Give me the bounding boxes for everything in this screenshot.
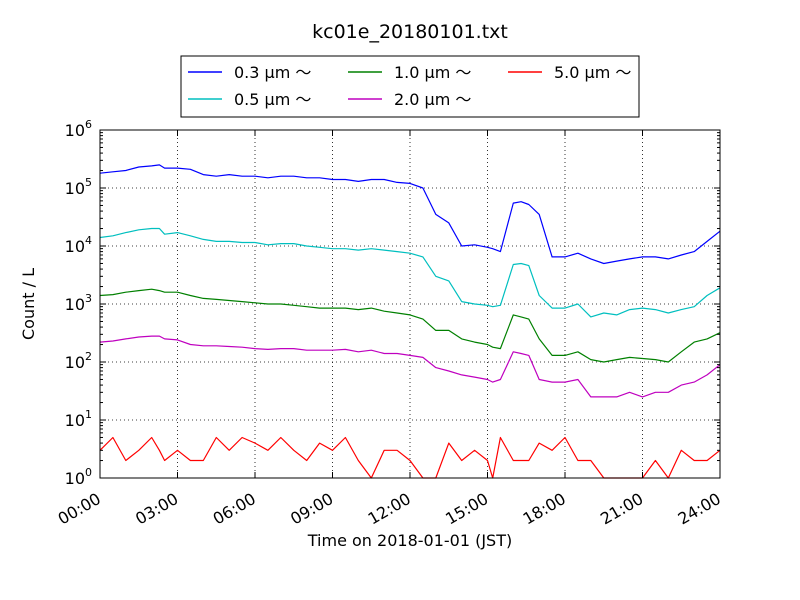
y-axis-label: Count / L bbox=[19, 268, 38, 340]
chart-title: kc01e_20180101.txt bbox=[312, 21, 508, 43]
y-tick-label: 102 bbox=[65, 350, 92, 372]
series-line-2 bbox=[99, 227, 721, 318]
y-tick-label: 105 bbox=[65, 176, 92, 198]
legend-label: 5.0 μm ～ bbox=[554, 63, 631, 82]
legend-label: 2.0 μm ～ bbox=[394, 90, 471, 109]
series-line-4 bbox=[99, 335, 721, 398]
legend-label: 0.5 μm ～ bbox=[234, 90, 311, 109]
series-layer bbox=[99, 164, 721, 479]
y-tick-label: 104 bbox=[65, 234, 92, 256]
grid bbox=[100, 130, 720, 478]
series-line-3 bbox=[99, 288, 721, 363]
y-tick-label: 106 bbox=[65, 118, 92, 140]
y-axis: 100 101 102 103 104 105 106 bbox=[65, 118, 720, 488]
legend-label: 0.3 μm ～ bbox=[234, 63, 311, 82]
legend-label: 1.0 μm ～ bbox=[394, 63, 471, 82]
x-axis-label: Time on 2018-01-01 (JST) bbox=[307, 531, 512, 550]
legend-box bbox=[180, 55, 640, 118]
series-line-1 bbox=[99, 164, 721, 265]
y-tick-label: 100 bbox=[65, 466, 92, 488]
y-tick-label: 101 bbox=[65, 408, 92, 430]
y-tick-label: 103 bbox=[65, 292, 92, 314]
legend: 0.3 μm ～ 0.5 μm ～ 1.0 μm ～ 2.0 μm ～ 5.0 μm ～ bbox=[180, 55, 640, 118]
